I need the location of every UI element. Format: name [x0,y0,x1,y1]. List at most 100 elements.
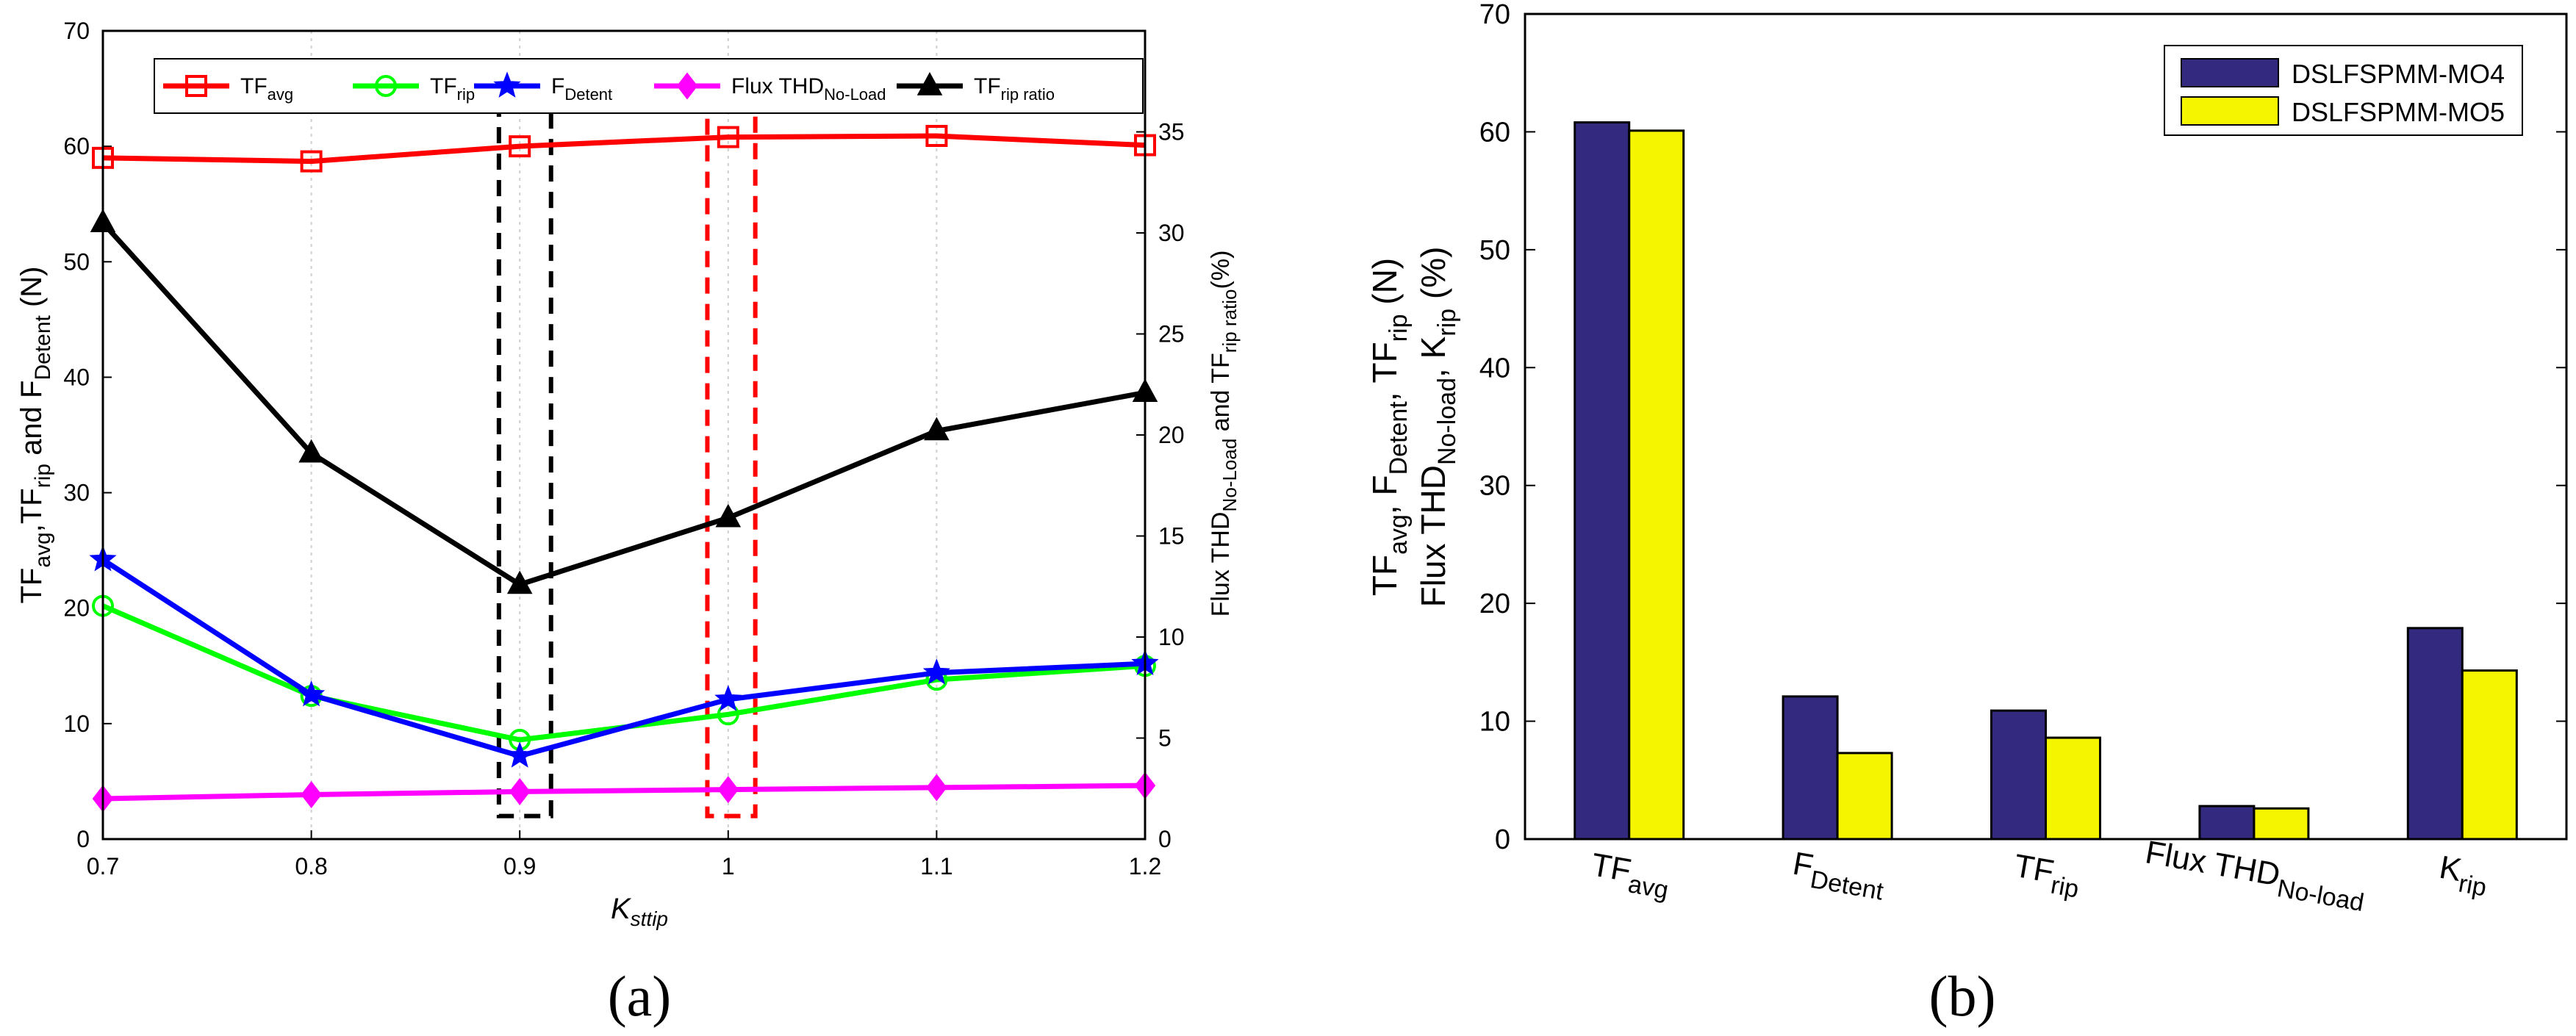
data-point [301,780,322,809]
data-point [717,776,739,804]
right-y-tick-label: 20 [1158,422,1185,448]
left-y-tick-label: 50 [63,248,90,275]
highlight-dashed-box [705,109,758,819]
category-label: Flux THDNo-load [2141,834,2369,917]
right-chart-y-ticks: 0 10 20 30 40 50 60 70 [1479,0,2566,855]
data-point [493,71,521,98]
panel-b: 0 10 20 30 40 50 60 70 TFavg FDetent TFrip Flux TH… [1366,0,2568,1028]
right-y-tick-label: 0 [1158,826,1172,852]
legend-entry: TFrip ratio [897,72,1055,104]
right-y-tick-label: 10 [1158,624,1185,650]
bar-dslfspmm-mo5-0 [1628,129,1685,841]
right-chart-bars [1574,121,2518,841]
panel-a-label: (a) [608,964,672,1028]
right-chart-legend: DSLFSPMM-MO4 DSLFSPMM-MO5 [2164,45,2523,136]
left-y-tick-label: 60 [63,133,90,159]
left-y-tick-label: 30 [63,480,90,506]
series-f-detent [89,545,1159,768]
series-flux-thd-no-load [92,771,1156,813]
bar-dslfspmm-mo4-3 [2198,805,2256,841]
left-y-tick-label: 10 [63,711,90,737]
bar-dslfspmm-mo5-3 [2253,807,2310,841]
series-line [101,557,1146,759]
right-y-tick-label: 25 [1158,321,1185,348]
category-label: TFrip [2010,848,2084,904]
series-tf-avg [92,125,1156,173]
bar-dslfspmm-mo4-4 [2406,627,2464,841]
left-chart-series [89,125,1159,813]
x-tick-label: 0.8 [295,853,327,879]
y-tick-label: 30 [1479,471,1510,502]
x-tick-label: 1.1 [920,853,952,879]
data-point [509,135,531,158]
data-point [375,75,397,97]
data-point [925,125,948,147]
left-chart-plot-frame [101,29,1147,841]
legend-entry: TFrip [353,74,475,104]
series-line [102,133,1146,165]
category-label: Krip [2435,849,2491,902]
left-chart-left-y-axis-label: TFavg,TFrip and FDetent (N) [15,266,55,603]
legend-label: FDetent [551,74,612,104]
right-y-tick-label: 5 [1158,725,1172,752]
x-tick-label: 0.9 [503,853,536,879]
right-chart-plot-frame [1524,12,2568,841]
right-y-tick-label: 30 [1158,220,1185,246]
y-tick-label: 70 [1479,0,1510,30]
y-tick-label: 50 [1479,235,1510,266]
bar-dslfspmm-mo5-4 [2461,669,2518,841]
left-y-tick-label: 40 [63,364,90,390]
data-point [717,126,739,148]
data-point [509,777,531,805]
right-y-tick-label: 15 [1158,523,1185,550]
legend-label: Flux THDNo-Load [731,74,886,104]
left-y-tick-label: 0 [76,826,90,852]
data-point [676,72,698,100]
right-chart-y-axis-label-line1: TFavg, FDetent, TFrip (N) [1366,258,1413,596]
legend-entry: FDetent [474,71,612,104]
y-tick-label: 60 [1479,117,1510,148]
y-tick-label: 0 [1495,824,1510,855]
data-point [300,150,323,173]
left-chart-left-y-ticks: 0 10 20 30 40 50 60 70 [63,18,112,852]
legend-label: DSLFSPMM-MO4 [2292,59,2505,89]
legend-swatch [2181,96,2279,126]
left-chart-right-y-axis-label: Flux THDNo-Load and TFrip ratio(%) [1207,251,1241,617]
highlight-dashed-box [496,109,553,819]
right-chart-category-labels: TFavg FDetent TFrip Flux THDNo-load Krip [1587,829,2491,917]
data-point [924,417,950,441]
panel-b-label: (b) [1929,964,1996,1028]
data-point [506,570,533,594]
data-point [506,741,534,768]
series-line [102,783,1146,802]
data-point [715,503,742,528]
right-chart-y-axis-label-line2: Flux THDNo-load, Krip (%) [1414,247,1461,608]
data-point [714,685,742,711]
data-point [922,658,951,685]
left-y-tick-label: 20 [63,595,90,622]
legend-label: DSLFSPMM-MO5 [2292,97,2505,127]
x-tick-label: 0.7 [87,853,119,879]
data-point [916,72,943,96]
left-chart-legend-box [154,58,1144,114]
data-point [298,439,324,463]
bar-dslfspmm-mo5-1 [1836,752,1893,841]
x-tick-label: 1 [722,853,735,879]
legend-label: TFavg [240,74,293,104]
left-y-tick-label: 70 [63,18,90,44]
bar-dslfspmm-mo5-2 [2045,736,2101,841]
category-label: TFavg [1587,846,1673,904]
y-tick-label: 20 [1479,589,1510,619]
data-point [185,75,207,97]
legend-entry: DSLFSPMM-MO4 [2181,58,2505,89]
bar-dslfspmm-mo4-1 [1782,695,1839,841]
legend-entry: TFavg [163,74,293,104]
series-line [101,220,1146,588]
legend-swatch [2181,58,2279,87]
legend-entry: Flux THDNo-Load [654,72,886,104]
bar-dslfspmm-mo4-0 [1574,121,1631,841]
category-label: FDetent [1789,846,1889,906]
series-tf-rip-ratio [90,209,1158,594]
data-point [297,680,326,707]
